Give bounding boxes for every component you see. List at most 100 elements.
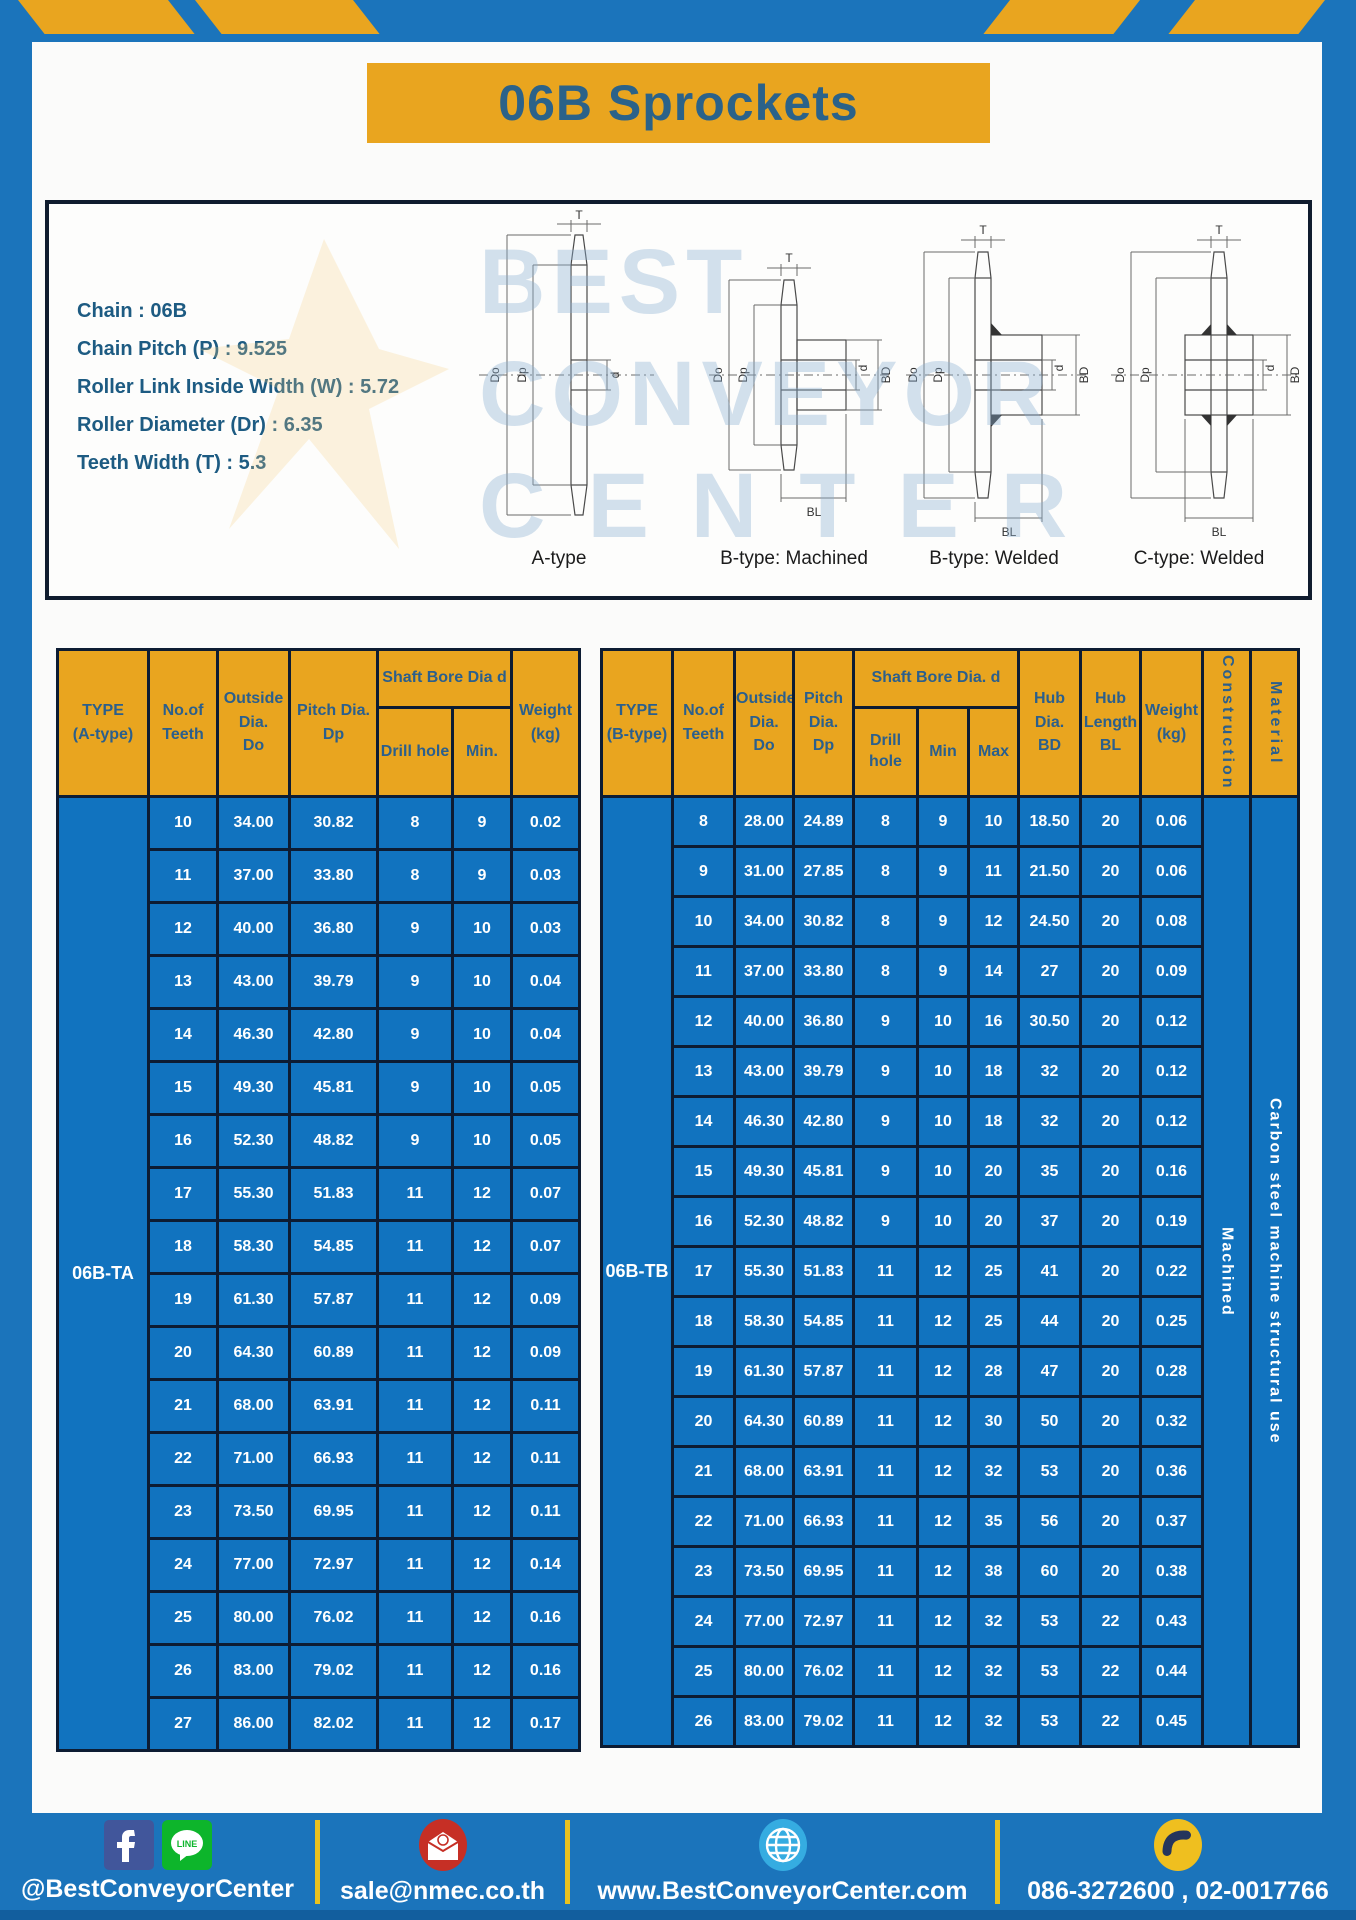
cell: 20 xyxy=(1079,1545,1142,1598)
cell: 0.37 xyxy=(1139,1495,1204,1548)
dim-label-do: Do xyxy=(1113,367,1127,383)
cell: 48.82 xyxy=(792,1195,855,1248)
cell: 35 xyxy=(967,1495,1020,1548)
cell: 0.11 xyxy=(510,1378,581,1434)
cell: 69.95 xyxy=(792,1545,855,1598)
cell: 27 xyxy=(147,1696,219,1752)
diagram-b-type-machined: Do Dp d BD T BL B-type: Machined xyxy=(684,210,904,570)
col-header-pitch-dia: Pitch Dia. Dp xyxy=(792,648,855,798)
cell: 49.30 xyxy=(733,1145,795,1198)
cell: 40.00 xyxy=(216,901,291,957)
cell: 9 xyxy=(376,954,454,1010)
footer-website-section: www.BestConveyorCenter.com xyxy=(570,1818,995,1906)
col-header-type: TYPE (B-type) xyxy=(600,648,674,798)
cell: 24 xyxy=(147,1537,219,1593)
table-row: 20 64.30 60.89 11 12 0.09 xyxy=(58,1325,581,1381)
cell: 24 xyxy=(671,1595,736,1648)
col-header-weight: Weight (kg) xyxy=(1139,648,1204,798)
cell: 11 xyxy=(376,1219,454,1275)
cell: 11 xyxy=(852,1645,919,1698)
dim-label-bl: BL xyxy=(807,505,822,519)
cell: 12 xyxy=(147,901,219,957)
cell: 32 xyxy=(967,1645,1020,1698)
col-header-material: Material xyxy=(1249,648,1300,798)
sprocket-drawing: Do Dp d T xyxy=(479,210,654,516)
diagram-b-type-welded: Do Dp d BD T BL B-type: Welded xyxy=(884,210,1104,570)
cell: 11 xyxy=(967,845,1020,898)
footer-email-section: sale@nmec.co.th xyxy=(320,1818,565,1906)
cell: 0.06 xyxy=(1139,795,1204,848)
cell: 20 xyxy=(1079,795,1142,848)
cell: 10 xyxy=(147,795,219,851)
cell: 33.80 xyxy=(792,945,855,998)
sprocket-drawing: Do Dp d BD T BL xyxy=(1111,223,1302,539)
cell: 24.89 xyxy=(792,795,855,848)
cell: 11 xyxy=(376,1590,454,1646)
cell: 0.36 xyxy=(1139,1445,1204,1498)
table-row: 24 77.00 72.97 11 12 32 53 22 0.43 xyxy=(602,1595,1299,1648)
cell: 30 xyxy=(967,1395,1020,1448)
dim-label-bl: BL xyxy=(1212,525,1227,539)
cell: 48.82 xyxy=(288,1113,379,1169)
cell: 17 xyxy=(671,1245,736,1298)
cell: 41 xyxy=(1017,1245,1082,1298)
spec-line: Chain : 06B xyxy=(77,300,188,322)
cell: 12 xyxy=(916,1345,970,1398)
cell: 0.44 xyxy=(1139,1645,1204,1698)
dim-label-bl: BL xyxy=(1002,525,1017,539)
cell: 11 xyxy=(852,1395,919,1448)
table-row: 21 68.00 63.91 11 12 32 53 20 0.36 xyxy=(602,1445,1299,1498)
cell: 11 xyxy=(376,1537,454,1593)
table-row: 23 73.50 69.95 11 12 38 60 20 0.38 xyxy=(602,1545,1299,1598)
cell: 0.05 xyxy=(510,1113,581,1169)
cell: 12 xyxy=(451,1325,513,1381)
col-header-max: Max xyxy=(967,706,1020,798)
dim-label-dp: Dp xyxy=(736,367,750,383)
cell: 0.16 xyxy=(510,1590,581,1646)
cell: 53 xyxy=(1017,1595,1082,1648)
cell: 11 xyxy=(376,1643,454,1699)
cell: 8 xyxy=(852,845,919,898)
cell: 54.85 xyxy=(288,1219,379,1275)
col-header-min: Min. xyxy=(451,706,513,798)
cell: 49.30 xyxy=(216,1060,291,1116)
dim-label-dp: Dp xyxy=(1138,367,1152,383)
cell: 22 xyxy=(671,1495,736,1548)
construction-cell: Machined xyxy=(1201,795,1252,1748)
cell: 71.00 xyxy=(216,1431,291,1487)
cell: 58.30 xyxy=(216,1219,291,1275)
cell: 9 xyxy=(671,845,736,898)
footer-contact-bar: LINE @BestConveyorCenter sale@nmec.co.th… xyxy=(0,1813,1356,1910)
cell: 11 xyxy=(147,848,219,904)
cell: 20 xyxy=(1079,945,1142,998)
table-row: 06B-TA 10 34.00 30.82 8 9 0.02 xyxy=(56,795,581,1752)
cell: 0.07 xyxy=(510,1166,581,1222)
cell: 51.83 xyxy=(792,1245,855,1298)
cell: 10 xyxy=(451,1007,513,1063)
hazard-stripe xyxy=(1168,0,1325,34)
col-header-drill-hole: Drill hole xyxy=(852,706,919,798)
cell: 10 xyxy=(451,1113,513,1169)
cell: 53 xyxy=(1017,1445,1082,1498)
cell: 9 xyxy=(916,845,970,898)
cell: 20 xyxy=(1079,995,1142,1048)
cell: 52.30 xyxy=(733,1195,795,1248)
cell: 20 xyxy=(1079,1345,1142,1398)
phone-icon xyxy=(1154,1818,1202,1871)
cell: 11 xyxy=(852,1445,919,1498)
footer-divider xyxy=(315,1819,320,1904)
cell: 80.00 xyxy=(216,1590,291,1646)
cell: 12 xyxy=(916,1245,970,1298)
dim-label-dp: Dp xyxy=(515,367,529,383)
svg-text:LINE: LINE xyxy=(176,1839,197,1849)
footer-email: sale@nmec.co.th xyxy=(339,1876,545,1905)
diagram-caption: B-type: Welded xyxy=(929,548,1059,569)
cell: 42.80 xyxy=(288,1007,379,1063)
cell: 8 xyxy=(852,795,919,848)
cell: 72.97 xyxy=(792,1595,855,1648)
cell: 11 xyxy=(376,1325,454,1381)
dim-label-d: d xyxy=(1052,365,1066,372)
cell: 17 xyxy=(147,1166,219,1222)
col-header-type: TYPE (A-type) xyxy=(56,648,150,798)
table-row: 18 58.30 54.85 11 12 25 44 20 0.25 xyxy=(602,1295,1299,1348)
